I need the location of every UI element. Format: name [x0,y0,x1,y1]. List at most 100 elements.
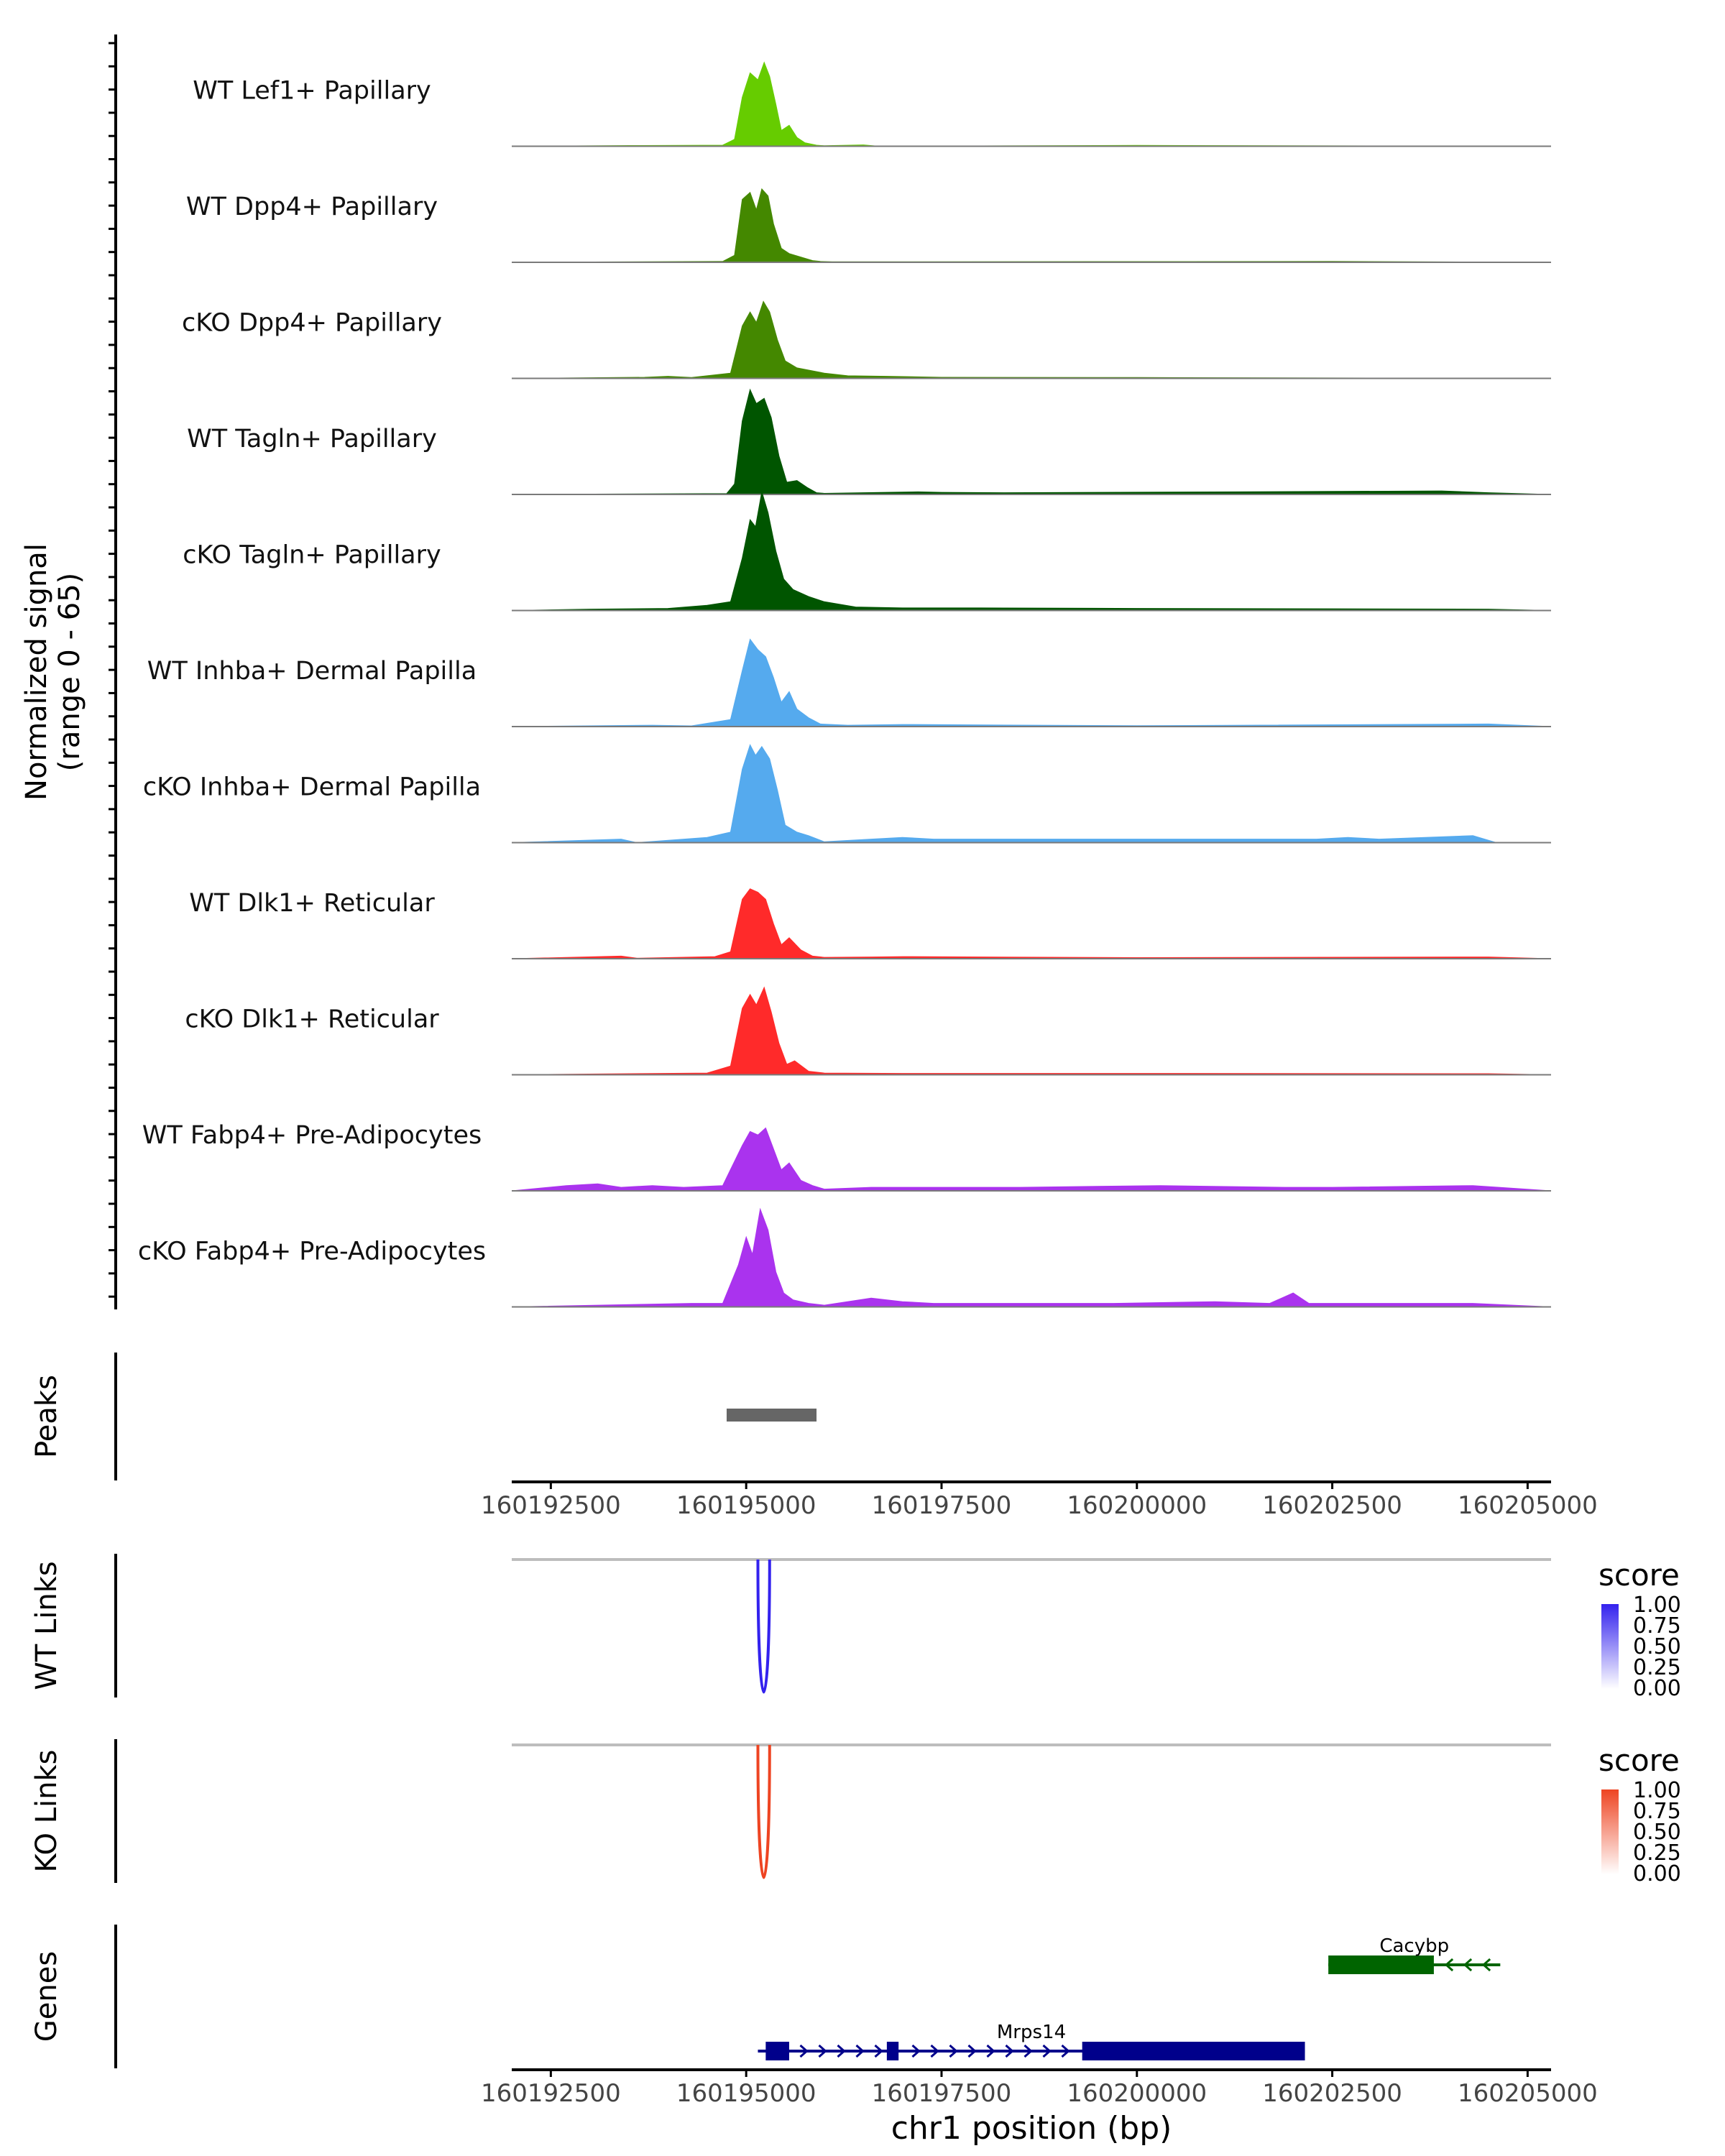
track-label: cKO Dpp4+ Papillary [182,309,442,338]
wt-legend-colorbar [1601,1604,1619,1689]
ko-legend-title: score [1598,1743,1680,1778]
track-wt-dpp4-papillary: WT Dpp4+ Papillary [186,188,1552,263]
track-cko-tagln-papillary: cKO Tagln+ Papillary [183,492,1552,612]
x-tick-label: 160192500 [481,1491,621,1520]
gene-exon [1082,2042,1305,2060]
strand-arrow [967,2044,977,2058]
x-axis-lower: 160192500 160195000 160197500 160200000 1602… [481,2068,1598,2147]
x-axis-title: chr1 position (bp) [891,2110,1172,2147]
ko-legend-tick-1.00: 1.00 [1633,1778,1681,1803]
coverage-area [511,638,1552,727]
strand-arrow [1061,2044,1070,2058]
genes-panel: Genes Cacybp Mrps14 [30,1925,1501,2068]
track-wt-lef1-papillary: WT Lef1+ Papillary [193,61,1552,147]
ko-legend-tick-0.50: 0.50 [1633,1820,1681,1845]
track-label: WT Dlk1+ Reticular [189,889,435,918]
peaks-panel: Peaks [30,1353,817,1480]
coverage-area [511,744,1497,844]
wt-links-label: WT Links [30,1561,63,1690]
ko-link-arc [756,1744,771,1879]
strand-arrow [949,2044,958,2058]
x-axis-lower-ticks: 160192500 160195000 160197500 160200000 1602… [481,2070,1598,2108]
coverage-area [511,986,1552,1075]
peaks-label: Peaks [30,1375,63,1458]
ko-links-label: KO Links [30,1750,63,1873]
track-label: cKO Inhba+ Dermal Papilla [143,773,481,802]
gene-cacybp: Cacybp [1328,1935,1501,1974]
track-label: WT Lef1+ Papillary [193,77,431,106]
strand-arrow [799,2044,809,2058]
gene-label: Mrps14 [997,2022,1066,2043]
x-tick-label: 160192500 [481,2079,621,2108]
x-tick-label: 160195000 [676,2079,816,2108]
track-cko-inhba-dermal-papilla: cKO Inhba+ Dermal Papilla [143,744,1551,844]
coverage-area [511,388,1552,495]
x-tick-label: 160197500 [872,1491,1012,1520]
x-tick-label: 160202500 [1262,1491,1402,1520]
wt-legend-tick-0.75: 0.75 [1633,1613,1681,1639]
track-wt-inhba-dermal-papilla: WT Inhba+ Dermal Papilla [147,638,1552,727]
signal-y-label-line1: Normalized signal [20,543,53,801]
x-tick-label: 160200000 [1067,1491,1207,1520]
strand-arrow [1481,1958,1491,1972]
ko-score-legend: score 1.00 0.75 0.50 0.25 0.00 [1598,1743,1681,1886]
track-label: cKO Dlk1+ Reticular [185,1005,439,1034]
x-tick-label: 160195000 [676,1491,816,1520]
coverage-area [511,300,1552,379]
track-label: WT Tagln+ Papillary [187,425,437,453]
track-wt-dlk1-reticular: WT Dlk1+ Reticular [189,888,1552,959]
coverage-area [511,61,1552,147]
peak-intervals [726,1409,817,1422]
gene-exon [1328,1955,1434,1974]
gene-mrps14: Mrps14 [758,2022,1305,2060]
x-axis-upper: 160192500 160195000 160197500 160200000 1602… [481,1480,1598,1520]
coverage-area [511,888,1552,959]
wt-legend-tick-0.00: 0.00 [1633,1676,1681,1701]
strand-arrow [911,2044,921,2058]
x-tick-label: 160205000 [1458,1491,1598,1520]
strand-arrow [986,2044,995,2058]
strand-arrow [1463,1958,1473,1972]
wt-score-legend: score 1.00 0.75 0.50 0.25 0.00 [1598,1557,1681,1701]
gene-exon [765,2042,789,2060]
coverage-area [511,1127,1552,1192]
x-tick-label: 160202500 [1262,2079,1402,2108]
track-wt-tagln-papillary: WT Tagln+ Papillary [187,388,1552,495]
gene-exon [886,2042,899,2060]
x-tick-label: 160200000 [1067,2079,1207,2108]
signal-panel: Normalized signal (range 0 - 65) WT Lef1… [20,34,1552,1309]
signal-y-label-line2: (range 0 - 65) [53,573,86,771]
x-tick-label: 160205000 [1458,2079,1598,2108]
track-label: cKO Fabp4+ Pre-Adipocytes [138,1238,486,1266]
gene-label: Cacybp [1379,1935,1449,1957]
x-tick-label: 160197500 [872,2079,1012,2108]
track-cko-fabp4-pre-adipocytes: cKO Fabp4+ Pre-Adipocytes [138,1207,1552,1308]
coverage-area [511,188,1552,263]
track-label: WT Inhba+ Dermal Papilla [147,657,477,686]
ko-legend-tick-0.00: 0.00 [1633,1861,1681,1886]
wt-legend-tick-1.00: 1.00 [1633,1593,1681,1618]
wt-legend-tick-0.25: 0.25 [1633,1655,1681,1680]
track-wt-fabp4-pre-adipocytes: WT Fabp4+ Pre-Adipocytes [142,1121,1552,1192]
strand-arrow [837,2044,846,2058]
ko-legend-colorbar [1601,1789,1619,1874]
wt-links-panel: WT Links [30,1554,1551,1697]
track-label: cKO Tagln+ Papillary [183,541,441,570]
coverage-area [511,1207,1552,1307]
track-cko-dlk1-reticular: cKO Dlk1+ Reticular [185,986,1552,1076]
signal-y-ticks [109,42,116,1298]
strand-arrow [855,2044,865,2058]
wt-legend-tick-0.50: 0.50 [1633,1634,1681,1659]
coverage-area [511,492,1552,611]
track-label: WT Fabp4+ Pre-Adipocytes [142,1121,482,1150]
x-axis-upper-ticks: 160192500 160195000 160197500 160200000 1602… [481,1482,1598,1520]
strand-arrow [1444,1958,1454,1972]
strand-arrow [1024,2044,1033,2058]
genes-label: Genes [30,1951,63,2042]
strand-arrow [818,2044,827,2058]
wt-link-arc [756,1559,771,1694]
ko-links-panel: KO Links [30,1739,1551,1883]
peak-bar [726,1409,817,1422]
signal-tracks: WT Lef1+ Papillary WT Dpp4+ Papillary cKO … [138,61,1552,1308]
